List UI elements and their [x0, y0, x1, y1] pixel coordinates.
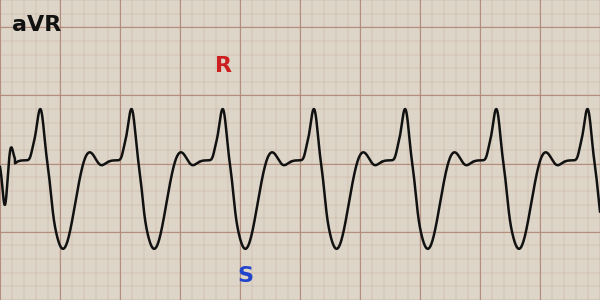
Text: aVR: aVR [12, 15, 61, 35]
Text: R: R [215, 56, 232, 76]
Text: S: S [238, 266, 253, 286]
